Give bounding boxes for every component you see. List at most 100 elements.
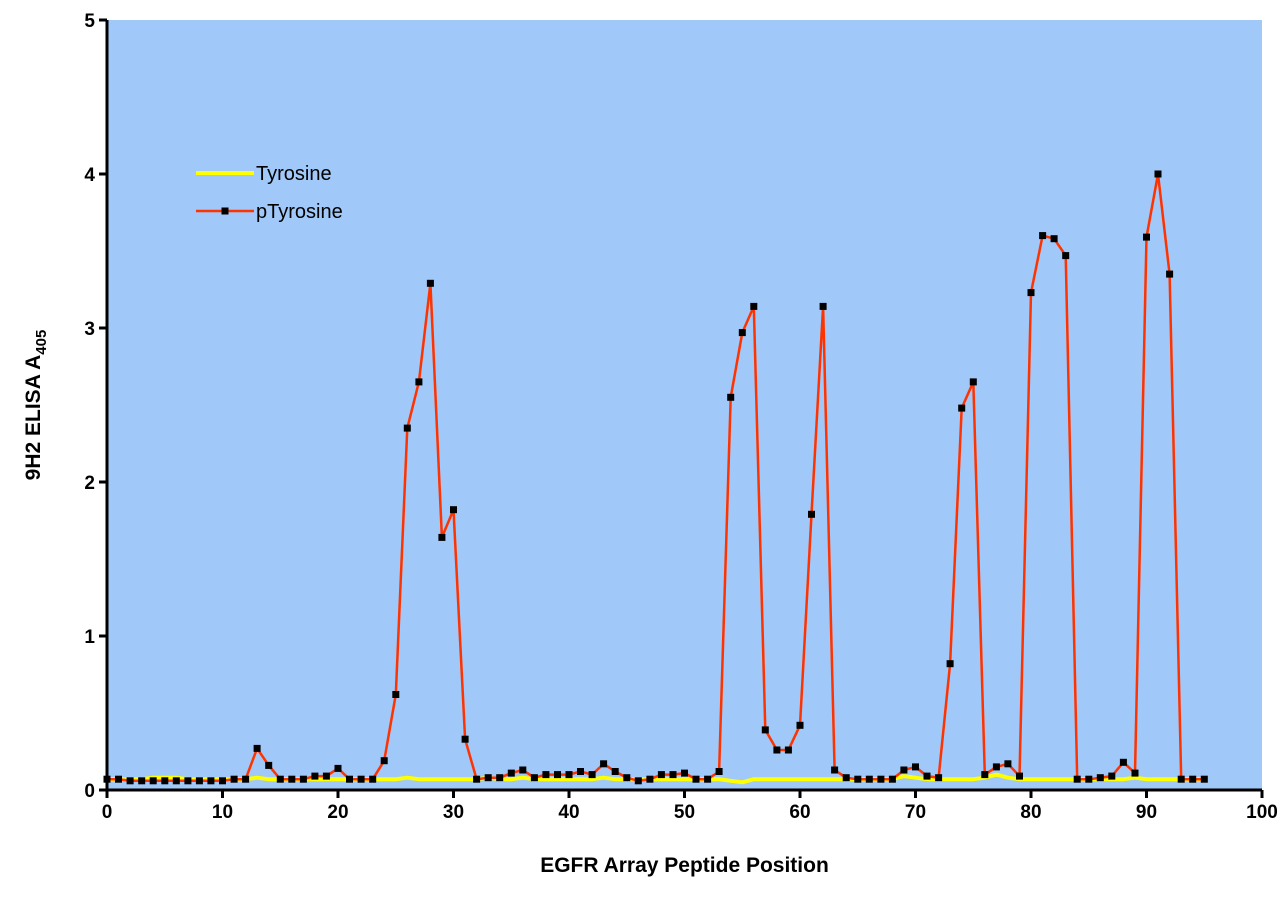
plot-area [107, 20, 1262, 790]
legend-label-ptyrosine: pTyrosine [256, 201, 343, 223]
data-point [184, 777, 192, 785]
data-point [392, 691, 400, 698]
data-point [761, 726, 769, 734]
data-point [138, 777, 146, 785]
data-point [415, 378, 423, 386]
data-point [854, 775, 862, 783]
data-point [542, 771, 550, 779]
data-point [426, 279, 434, 287]
y-tick-label: 1 [84, 627, 95, 648]
data-point [1096, 774, 1104, 782]
data-point [507, 769, 515, 777]
data-point [1016, 772, 1023, 780]
data-point [577, 768, 584, 775]
data-point [784, 746, 792, 754]
data-point [1189, 775, 1197, 783]
data-point [646, 775, 654, 783]
data-point [450, 506, 457, 514]
data-point [865, 775, 873, 783]
x-tick-label: 20 [327, 802, 348, 823]
data-point [704, 775, 712, 783]
data-point [207, 777, 215, 785]
data-point [172, 777, 180, 785]
data-point [1166, 270, 1174, 278]
data-point [1004, 760, 1012, 768]
data-point [403, 424, 411, 432]
data-point [195, 777, 203, 785]
data-point [530, 774, 538, 782]
x-tick-label: 50 [674, 802, 695, 823]
data-point [969, 378, 977, 386]
data-point [715, 768, 723, 775]
data-point [1119, 758, 1127, 766]
x-tick-label: 100 [1246, 802, 1278, 823]
data-point [912, 763, 919, 771]
data-point [981, 771, 989, 779]
y-axis-title-subscript: 405 [33, 330, 50, 355]
data-point [519, 766, 527, 774]
data-point [923, 772, 931, 780]
y-tick-label: 5 [84, 11, 95, 32]
data-point [1062, 252, 1070, 260]
data-point [369, 775, 377, 783]
data-point [219, 777, 226, 785]
data-point [438, 533, 446, 541]
data-point [773, 746, 781, 754]
data-point [727, 393, 735, 401]
data-point [1050, 235, 1058, 243]
data-point [322, 772, 330, 780]
data-point [623, 774, 631, 782]
data-point [334, 764, 342, 772]
data-point [992, 763, 1000, 771]
data-point [126, 777, 134, 785]
data-point [115, 775, 122, 783]
data-point [669, 771, 677, 779]
data-point [554, 771, 561, 779]
data-point [253, 744, 261, 752]
data-point [808, 510, 815, 518]
data-point [311, 772, 319, 780]
data-point [831, 766, 839, 774]
data-point [796, 721, 804, 729]
data-point [946, 660, 954, 668]
data-point [611, 768, 619, 775]
data-point [958, 404, 966, 412]
data-point [877, 775, 885, 783]
y-tick-label: 3 [84, 319, 95, 340]
data-point [634, 777, 642, 785]
y-tick-label: 4 [84, 165, 95, 186]
data-point [357, 775, 365, 783]
data-point [819, 302, 827, 310]
y-tick-label: 0 [84, 781, 95, 802]
data-point [288, 775, 296, 783]
data-point [230, 775, 238, 783]
data-point [380, 757, 388, 765]
x-tick-label: 90 [1136, 802, 1157, 823]
y-tick-label: 2 [84, 473, 95, 494]
data-point [276, 775, 284, 783]
data-point [484, 774, 492, 782]
data-point [496, 774, 504, 782]
data-point [935, 774, 943, 782]
data-point [346, 775, 353, 783]
data-point [299, 775, 307, 783]
x-tick-label: 60 [789, 802, 810, 823]
data-point [900, 766, 908, 774]
x-tick-label: 10 [212, 802, 233, 823]
data-point [1154, 170, 1162, 178]
data-point [1039, 232, 1047, 240]
x-tick-label: 30 [443, 802, 464, 823]
data-point [750, 302, 758, 310]
data-point [692, 775, 700, 783]
data-point [1143, 233, 1150, 241]
data-point [1085, 775, 1093, 783]
data-point [149, 777, 157, 785]
x-tick-label: 80 [1020, 802, 1041, 823]
x-tick-label: 0 [102, 802, 113, 823]
legend-marker-ptyrosine [221, 207, 229, 215]
data-point [265, 761, 273, 769]
data-point [473, 775, 481, 783]
data-point [1073, 775, 1081, 783]
x-axis-title: EGFR Array Peptide Position [540, 854, 829, 877]
